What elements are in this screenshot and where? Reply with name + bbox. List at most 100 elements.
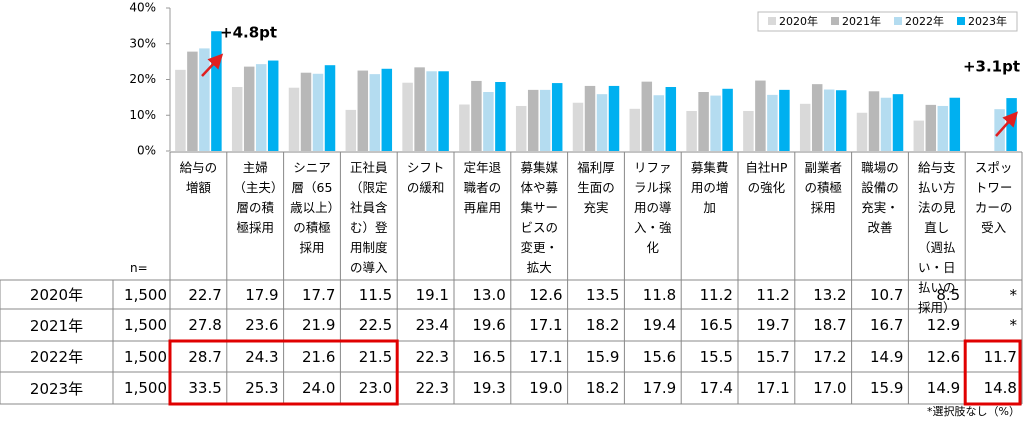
bar xyxy=(515,105,527,151)
table-value: 24.3 xyxy=(245,347,279,366)
table-value: 19.7 xyxy=(756,316,790,334)
table-value: 19.0 xyxy=(529,379,563,397)
table-value: 16.5 xyxy=(472,347,506,366)
category-label: 募集媒体や募集サービスの変更・拡大 xyxy=(520,160,558,275)
table-value: * xyxy=(1009,316,1017,334)
bar xyxy=(324,65,336,151)
bar xyxy=(495,82,506,151)
bar xyxy=(779,89,790,151)
table-value: 23.0 xyxy=(358,379,393,397)
y-tick-label: 20% xyxy=(129,72,156,86)
bar xyxy=(527,89,539,151)
legend-swatch xyxy=(894,17,902,25)
bar xyxy=(199,48,210,151)
table-value: 28.7 xyxy=(188,347,222,366)
table-value: 17.2 xyxy=(813,347,847,366)
bar xyxy=(686,110,697,151)
bar xyxy=(187,51,198,151)
bar xyxy=(288,87,300,151)
table-value: 13.2 xyxy=(813,285,847,304)
table-value: 14.9 xyxy=(869,347,904,366)
table-value: 17.9 xyxy=(245,285,279,304)
category-label: 定年退職者の再雇用 xyxy=(463,160,502,215)
legend-swatch xyxy=(957,17,965,25)
table-value: 11.5 xyxy=(358,285,393,304)
table-value: 22.7 xyxy=(188,285,222,304)
bar xyxy=(551,83,563,151)
table-value: 10.7 xyxy=(869,285,904,304)
table-value: 17.7 xyxy=(301,285,336,304)
bar xyxy=(608,85,620,151)
table-value: 16.5 xyxy=(699,316,733,334)
annotation: +3.1pt xyxy=(963,58,1020,76)
legend-label: 2023年 xyxy=(968,14,1007,28)
table-value: 23.4 xyxy=(415,316,449,334)
category-label: 給与の増額 xyxy=(179,160,218,195)
bar xyxy=(572,102,584,151)
table-value: 19.6 xyxy=(472,316,506,334)
n-value: 1,500 xyxy=(124,379,167,397)
table-value: 22.3 xyxy=(415,379,449,397)
table-value: 16.7 xyxy=(869,316,904,334)
bar xyxy=(823,89,835,151)
bar xyxy=(835,90,847,151)
bar xyxy=(799,103,811,151)
table-value: 11.8 xyxy=(642,285,677,304)
bar xyxy=(381,68,393,151)
row-header: 2023年 xyxy=(29,379,84,398)
y-tick-label: 30% xyxy=(129,36,156,50)
legend-swatch xyxy=(768,17,776,25)
bar xyxy=(767,94,778,151)
bar xyxy=(653,95,665,151)
table-value: 14.9 xyxy=(926,379,961,397)
bar xyxy=(300,72,312,151)
n-value: 1,500 xyxy=(124,347,167,366)
table-value: 15.6 xyxy=(642,347,677,366)
bar xyxy=(913,120,925,151)
table-value: 12.6 xyxy=(926,347,961,366)
bar xyxy=(722,88,733,151)
bar xyxy=(665,87,677,151)
category-label: 副業者の積極採用 xyxy=(804,160,842,215)
table-value: 17.9 xyxy=(642,379,677,397)
bar xyxy=(994,109,1005,151)
row-header: 2022年 xyxy=(29,348,84,366)
y-tick-label: 0% xyxy=(137,144,156,158)
bar xyxy=(755,80,766,151)
table-value: 18.2 xyxy=(585,379,620,397)
bar xyxy=(312,73,324,151)
bar xyxy=(949,97,961,151)
legend-label: 2021年 xyxy=(842,14,881,28)
bar xyxy=(856,112,868,151)
n-label: n= xyxy=(130,261,148,275)
bar xyxy=(345,109,357,151)
category-label: シフトの緩和 xyxy=(406,160,445,195)
bar xyxy=(629,108,641,151)
bar xyxy=(868,91,880,151)
y-tick-label: 40% xyxy=(129,1,156,15)
legend-label: 2020年 xyxy=(779,14,818,28)
y-tick-label: 10% xyxy=(129,108,156,122)
legend-label: 2022年 xyxy=(905,14,944,28)
table-value: 15.9 xyxy=(585,347,620,366)
table-value: 27.8 xyxy=(188,316,222,334)
bar xyxy=(438,71,449,151)
bar xyxy=(255,64,267,151)
table-value: 12.9 xyxy=(926,316,961,334)
category-label: 自社HPの強化 xyxy=(745,160,788,195)
table-value: 19.3 xyxy=(472,379,506,397)
highlight-box xyxy=(168,339,399,406)
bar xyxy=(414,67,425,151)
bar xyxy=(243,66,255,151)
table-value: 21.9 xyxy=(301,316,336,334)
bar xyxy=(426,71,437,151)
table-value: 13.5 xyxy=(585,285,620,304)
category-label: 福利厚生面の充実 xyxy=(577,160,615,215)
annotation: +4.8pt xyxy=(220,24,277,42)
table-value: 18.2 xyxy=(585,316,620,334)
table-value: 33.5 xyxy=(188,379,222,397)
bar xyxy=(641,81,653,151)
table-value: 17.1 xyxy=(756,379,790,397)
